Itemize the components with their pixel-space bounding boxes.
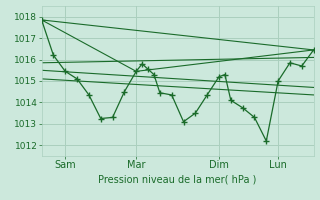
X-axis label: Pression niveau de la mer( hPa ): Pression niveau de la mer( hPa ) xyxy=(99,174,257,184)
